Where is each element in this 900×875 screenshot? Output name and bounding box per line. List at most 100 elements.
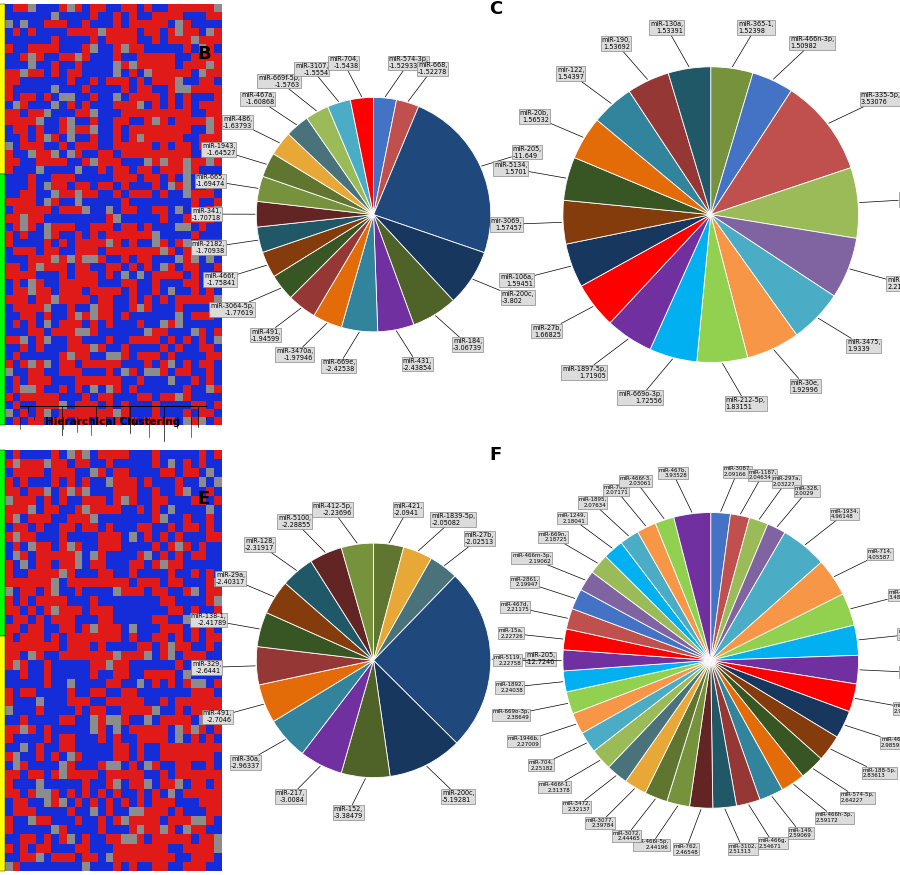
Wedge shape <box>341 661 391 778</box>
Wedge shape <box>711 91 850 214</box>
Text: miR-762,
2.46548: miR-762, 2.46548 <box>673 809 701 855</box>
Wedge shape <box>374 214 484 300</box>
Text: miR-212-5p,
1.83151: miR-212-5p, 1.83151 <box>723 363 766 410</box>
Text: miR-668,
-1.52278: miR-668, -1.52278 <box>408 62 447 102</box>
Text: miR-3107,
-1.5554: miR-3107, -1.5554 <box>295 62 338 102</box>
Text: miR-190,
1.53692: miR-190, 1.53692 <box>601 37 647 80</box>
Text: miR-467d,
2.21175: miR-467d, 2.21175 <box>501 602 568 619</box>
Wedge shape <box>711 513 731 661</box>
Text: E: E <box>198 490 210 508</box>
Wedge shape <box>655 517 711 661</box>
Wedge shape <box>711 625 859 661</box>
Wedge shape <box>606 542 711 661</box>
Wedge shape <box>566 609 711 661</box>
Wedge shape <box>257 176 374 214</box>
Text: miR-3102,
2.51313: miR-3102, 2.51313 <box>724 809 757 854</box>
Wedge shape <box>563 629 711 661</box>
Wedge shape <box>374 576 491 743</box>
Wedge shape <box>314 214 374 327</box>
Text: miR-3470a,
-1.97946: miR-3470a, -1.97946 <box>276 324 327 361</box>
Wedge shape <box>621 532 711 661</box>
Text: miR-3087,
2.09166: miR-3087, 2.09166 <box>721 466 752 511</box>
Wedge shape <box>711 661 837 759</box>
Wedge shape <box>711 661 803 789</box>
Text: miR-1934,
4.96148: miR-1934, 4.96148 <box>806 508 859 545</box>
Text: miR-466f-3,
2.03061: miR-466f-3, 2.03061 <box>619 475 664 519</box>
Text: miR-3072,
2.44465: miR-3072, 2.44465 <box>612 799 655 842</box>
Text: miR-128,
-2.31917: miR-128, -2.31917 <box>245 538 296 570</box>
Text: miR-574-3p,
-1.52933: miR-574-3p, -1.52933 <box>385 57 428 97</box>
Wedge shape <box>563 661 711 692</box>
Text: miR-3475,
1.9339: miR-3475, 1.9339 <box>818 318 880 353</box>
Wedge shape <box>374 107 491 253</box>
Text: C: C <box>489 0 502 18</box>
Text: miR-3064-5p,
-1.77619: miR-3064-5p, -1.77619 <box>210 288 281 316</box>
Text: miR-491,
-2.7046: miR-491, -2.7046 <box>202 704 264 724</box>
Text: miR-1249,
2.18041: miR-1249, 2.18041 <box>558 513 612 548</box>
Text: miR-669o-3p,
2.38649: miR-669o-3p, 2.38649 <box>492 704 568 720</box>
Text: miR-3473,
3.03767: miR-3473, 3.03767 <box>860 667 900 678</box>
Text: miR-327,
2.55046: miR-327, 2.55046 <box>860 192 900 206</box>
Wedge shape <box>711 518 768 661</box>
Title: Hierarchical Clustering: Hierarchical Clustering <box>45 417 180 427</box>
Wedge shape <box>274 661 373 753</box>
Text: miR-297a,
2.03227: miR-297a, 2.03227 <box>760 476 800 519</box>
Text: mir-3069,
1.57457: mir-3069, 1.57457 <box>491 218 562 231</box>
Wedge shape <box>711 73 791 214</box>
Text: miR-27b,
1.66825: miR-27b, 1.66825 <box>532 306 593 338</box>
Wedge shape <box>711 594 854 661</box>
Wedge shape <box>711 214 834 335</box>
Wedge shape <box>650 214 711 361</box>
Wedge shape <box>573 661 711 733</box>
Wedge shape <box>711 66 753 214</box>
Text: miR-217,
-3.0084: miR-217, -3.0084 <box>275 766 320 803</box>
Text: miR-200c,
-5.19281: miR-200c, -5.19281 <box>427 766 474 803</box>
Text: miR-335-5p,
3.53076: miR-335-5p, 3.53076 <box>829 93 900 123</box>
Wedge shape <box>257 214 374 252</box>
Text: miR-29a,
-2.40317: miR-29a, -2.40317 <box>216 571 274 597</box>
Text: miR-5100,
-2.28855: miR-5100, -2.28855 <box>278 514 325 552</box>
Wedge shape <box>257 612 374 661</box>
Wedge shape <box>274 214 373 298</box>
Wedge shape <box>674 513 711 661</box>
Bar <box>0 450 4 636</box>
Text: miR-106a,
1.59451: miR-106a, 1.59451 <box>500 266 571 286</box>
Wedge shape <box>711 661 782 800</box>
Wedge shape <box>711 524 785 661</box>
Text: miR-200c,
-3.802: miR-200c, -3.802 <box>472 279 534 304</box>
Text: miR-431,
-2.43854: miR-431, -2.43854 <box>396 331 432 371</box>
Text: miR-346,
3.21634: miR-346, 3.21634 <box>859 629 900 640</box>
Wedge shape <box>328 100 373 214</box>
Wedge shape <box>711 563 842 661</box>
Wedge shape <box>711 214 857 296</box>
Text: miR-467a,
-1.60868: miR-467a, -1.60868 <box>241 93 296 125</box>
Wedge shape <box>566 661 711 714</box>
Text: miR-5119,
2.22758: miR-5119, 2.22758 <box>493 655 562 666</box>
Text: B: B <box>198 45 212 63</box>
Wedge shape <box>711 168 859 238</box>
Text: miR-704,
2.25182: miR-704, 2.25182 <box>528 743 587 771</box>
Wedge shape <box>288 118 374 214</box>
Text: miR-466i-5p,
2.44196: miR-466i-5p, 2.44196 <box>634 806 678 850</box>
Text: miR-704,
-1.5438: miR-704, -1.5438 <box>329 57 362 97</box>
Text: miR-466f-3p,
2.98595: miR-466f-3p, 2.98595 <box>845 725 900 748</box>
Text: miR-412-5p,
-2.23696: miR-412-5p, -2.23696 <box>312 503 357 543</box>
Text: miR-5134,
1.5701: miR-5134, 1.5701 <box>494 162 566 178</box>
Wedge shape <box>274 134 373 214</box>
Wedge shape <box>341 214 378 332</box>
Text: miR-3077,
2.39784: miR-3077, 2.39784 <box>586 788 634 829</box>
Bar <box>0 174 4 425</box>
Wedge shape <box>291 214 373 316</box>
Text: miR-30e,
1.92996: miR-30e, 1.92996 <box>774 350 820 393</box>
Wedge shape <box>711 661 821 776</box>
Text: miR-188-5p,
2.83613: miR-188-5p, 2.83613 <box>831 749 896 778</box>
Text: mir-122,
1.54397: mir-122, 1.54397 <box>557 67 611 103</box>
Wedge shape <box>574 120 711 214</box>
Wedge shape <box>374 558 455 661</box>
Wedge shape <box>374 97 397 214</box>
Text: miR-466n-3p,
1.50982: miR-466n-3p, 1.50982 <box>773 37 834 79</box>
Text: miR-365-1,
1.52398: miR-365-1, 1.52398 <box>733 21 774 66</box>
Wedge shape <box>645 661 711 802</box>
Wedge shape <box>562 650 711 671</box>
Wedge shape <box>563 158 711 214</box>
